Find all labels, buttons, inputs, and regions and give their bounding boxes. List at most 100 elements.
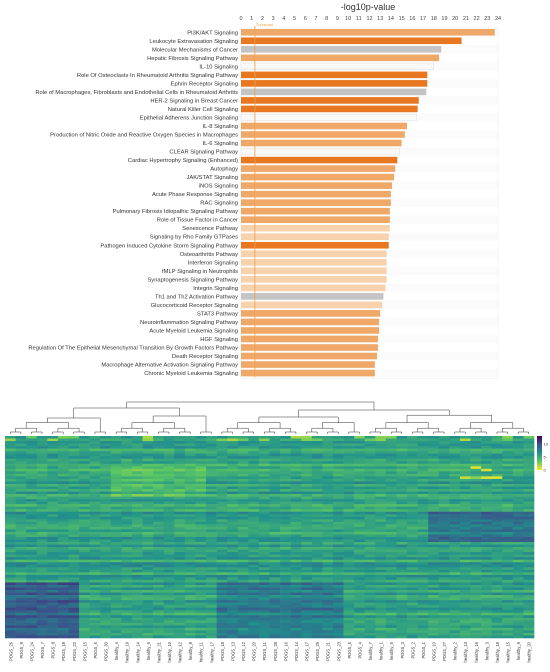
heatmap-cell bbox=[385, 466, 397, 470]
dendrogram-link bbox=[454, 431, 466, 434]
heatmap-cell bbox=[481, 625, 492, 629]
heatmap-cell bbox=[26, 537, 38, 540]
heatmap-cell bbox=[311, 448, 323, 452]
heatmap-cell bbox=[396, 612, 408, 616]
heatmap-cell bbox=[68, 579, 80, 583]
heatmap-cell bbox=[206, 552, 217, 555]
heatmap-cell bbox=[470, 557, 482, 561]
heatmap-cell bbox=[481, 582, 492, 586]
heatmap-cell bbox=[354, 496, 366, 500]
heatmap-cell bbox=[322, 526, 334, 530]
heatmap-cell bbox=[459, 514, 471, 518]
heatmap-cell bbox=[311, 537, 323, 540]
heatmap-cell bbox=[110, 600, 122, 603]
heatmap-cell bbox=[15, 595, 27, 598]
heatmap-cell bbox=[290, 617, 302, 621]
heatmap-cell bbox=[311, 471, 323, 475]
heatmap-cell bbox=[5, 446, 16, 449]
x-tick-label: 3 bbox=[272, 16, 275, 22]
heatmap-cell bbox=[216, 441, 228, 444]
heatmap-cell bbox=[407, 489, 418, 492]
heatmap-cell bbox=[163, 509, 175, 513]
heatmap-cell bbox=[89, 559, 101, 563]
heatmap-cell bbox=[269, 521, 281, 525]
heatmap-cell bbox=[110, 489, 122, 492]
heatmap-cell bbox=[512, 630, 524, 634]
heatmap-cell bbox=[502, 521, 514, 525]
heatmap-cell bbox=[100, 489, 112, 492]
heatmap-cell bbox=[269, 501, 281, 505]
heatmap-cell bbox=[163, 592, 175, 596]
category-label: Senescence Pathway bbox=[182, 226, 238, 232]
heatmap-cell bbox=[121, 582, 133, 586]
heatmap-cell bbox=[491, 554, 503, 558]
heatmap-cell bbox=[184, 476, 196, 480]
heatmap-cell bbox=[206, 542, 217, 545]
x-tick-label: 12 bbox=[366, 16, 372, 22]
heatmap-cell bbox=[5, 597, 16, 601]
heatmap-cell bbox=[174, 612, 186, 616]
heatmap-cell bbox=[396, 627, 408, 631]
heatmap-cell bbox=[174, 574, 186, 578]
heatmap-cell bbox=[142, 504, 154, 507]
heatmap-cell bbox=[79, 471, 90, 475]
heatmap-cell bbox=[15, 632, 27, 636]
heatmap-cell bbox=[311, 559, 323, 563]
heatmap-cell bbox=[216, 610, 228, 614]
heatmap-cell bbox=[343, 577, 355, 581]
heatmap-cell bbox=[227, 524, 239, 528]
heatmap-cell bbox=[110, 451, 122, 454]
heatmap-cell bbox=[36, 489, 48, 492]
heatmap-cell bbox=[163, 544, 175, 548]
heatmap-cell bbox=[163, 605, 175, 608]
heatmap-cell bbox=[491, 534, 503, 538]
heatmap-cell bbox=[248, 521, 260, 525]
heatmap-cell bbox=[512, 574, 524, 578]
heatmap-cell bbox=[131, 446, 143, 449]
heatmap-cell bbox=[396, 471, 408, 475]
heatmap-cell bbox=[343, 468, 355, 472]
bar bbox=[241, 54, 440, 62]
heatmap-cell bbox=[89, 489, 101, 492]
heatmap-cell bbox=[121, 542, 133, 545]
heatmap-cell bbox=[290, 453, 302, 457]
heatmap-cell bbox=[89, 486, 101, 490]
heatmap-cell bbox=[237, 521, 249, 525]
heatmap-cell bbox=[110, 554, 122, 558]
heatmap-cell bbox=[449, 584, 461, 588]
heatmap-cell bbox=[216, 501, 228, 505]
heatmap-cell bbox=[89, 544, 101, 548]
heatmap-cell bbox=[57, 441, 69, 444]
heatmap-cell bbox=[449, 574, 461, 578]
heatmap-cell bbox=[470, 595, 482, 598]
heatmap-cell bbox=[417, 468, 429, 472]
heatmap-cell bbox=[248, 567, 260, 571]
heatmap-cell bbox=[375, 622, 387, 626]
heatmap-cell bbox=[142, 516, 154, 520]
heatmap-cell bbox=[322, 607, 334, 611]
dendrogram-link bbox=[390, 431, 402, 434]
heatmap-cell bbox=[195, 610, 207, 614]
dendrogram-link bbox=[406, 414, 492, 423]
heatmap-cell bbox=[332, 615, 344, 619]
heatmap-cell bbox=[280, 463, 291, 467]
heatmap-cell bbox=[5, 473, 16, 477]
heatmap-cell bbox=[407, 562, 418, 566]
heatmap-cell bbox=[301, 552, 313, 555]
heatmap-cell bbox=[385, 632, 397, 636]
heatmap-cell bbox=[512, 506, 524, 510]
heatmap-cell bbox=[407, 516, 418, 520]
heatmap-cell bbox=[438, 524, 450, 528]
heatmap-cell bbox=[385, 443, 397, 447]
heatmap-cell bbox=[481, 438, 492, 442]
heatmap-cell bbox=[459, 544, 471, 548]
heatmap-cell bbox=[449, 526, 461, 530]
heatmap-cell bbox=[428, 572, 440, 576]
heatmap-cell bbox=[68, 481, 80, 485]
heatmap-cell bbox=[449, 436, 461, 439]
heatmap-cell bbox=[332, 622, 344, 626]
heatmap-cell bbox=[57, 471, 69, 475]
heatmap-cell bbox=[470, 610, 482, 614]
column-label: healthy_14 bbox=[135, 641, 140, 662]
heatmap-cell bbox=[121, 574, 133, 578]
